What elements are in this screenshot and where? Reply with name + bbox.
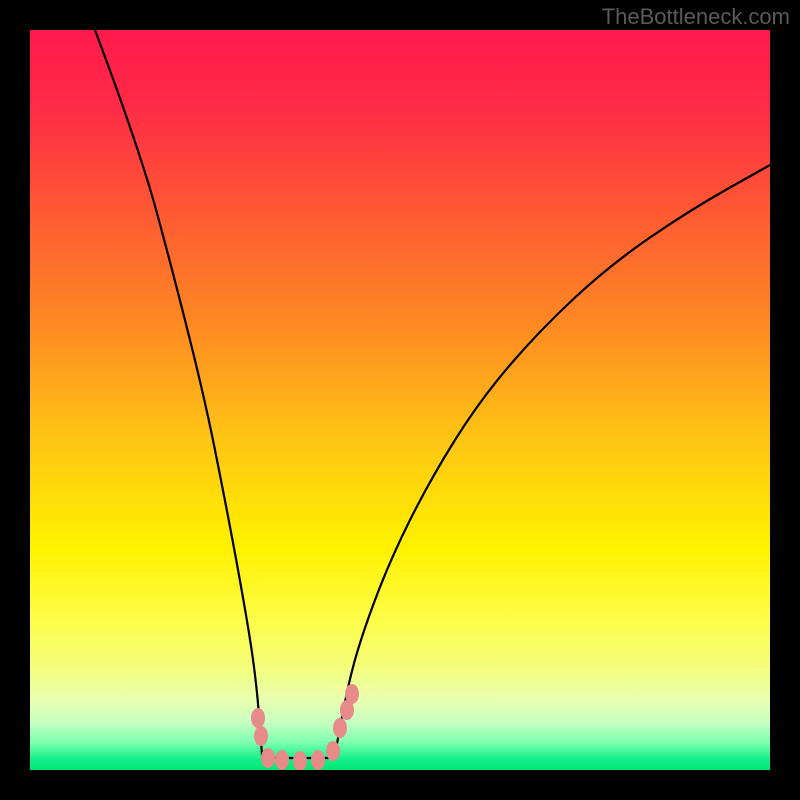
data-marker [333, 718, 347, 738]
bottleneck-chart [0, 0, 800, 800]
data-marker [251, 708, 265, 728]
data-marker [311, 750, 325, 770]
data-marker [326, 741, 340, 761]
data-marker [345, 684, 359, 704]
data-marker [254, 726, 268, 746]
plot-background [30, 30, 770, 770]
data-marker [261, 748, 275, 768]
chart-stage: TheBottleneck.com [0, 0, 800, 800]
data-marker [293, 751, 307, 771]
watermark-text: TheBottleneck.com [602, 4, 790, 30]
data-marker [275, 750, 289, 770]
